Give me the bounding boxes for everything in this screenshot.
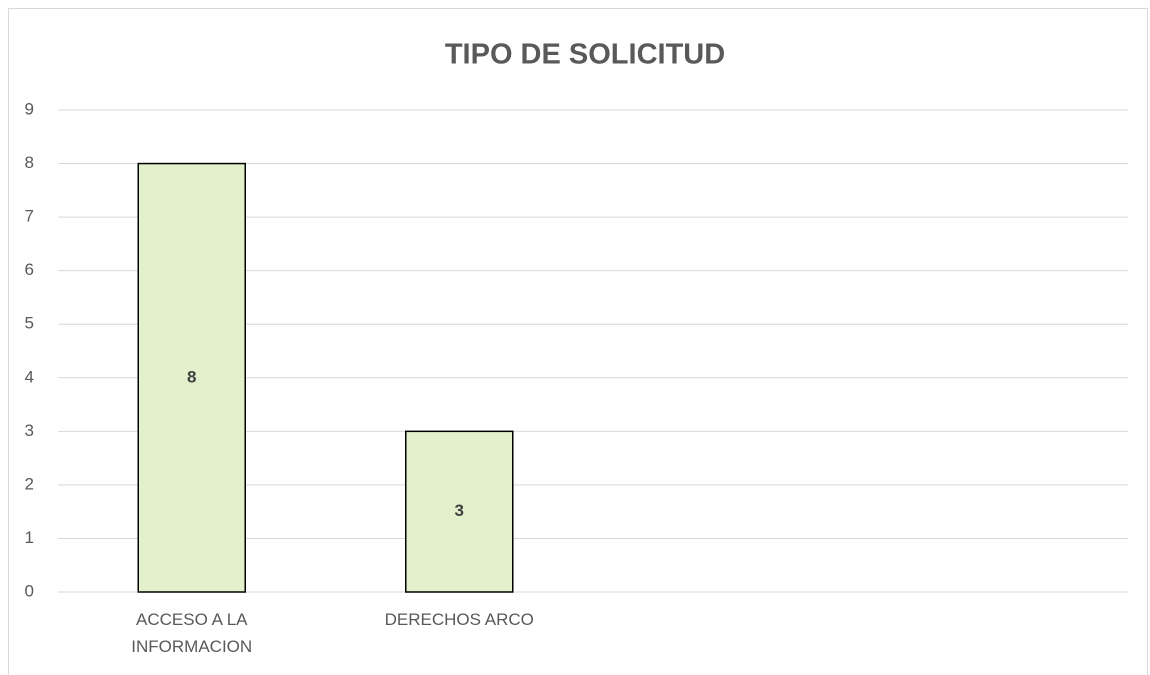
y-tick-label: 3: [25, 421, 34, 440]
y-tick-label: 9: [25, 99, 34, 118]
x-tick-label: ACCESO A LA INFORMACION: [131, 610, 253, 656]
chart-title: TIPO DE SOLICITUD: [445, 39, 725, 71]
chart-border: [8, 8, 1148, 675]
bar: [405, 430, 514, 593]
y-tick-label: 1: [25, 528, 34, 547]
y-tick-label: 4: [25, 367, 34, 386]
y-tick-label: 6: [25, 260, 34, 279]
data-label: 8: [187, 367, 196, 386]
y-tick-label: 2: [25, 474, 34, 493]
y-tick-label: 7: [25, 207, 34, 226]
data-label: 3: [455, 501, 464, 520]
x-tick-label: DERECHOS ARCO: [384, 610, 534, 629]
y-tick-label: 8: [25, 153, 34, 172]
bar: [137, 162, 246, 593]
y-tick-label: 0: [25, 581, 34, 600]
y-tick-label: 5: [25, 314, 34, 333]
